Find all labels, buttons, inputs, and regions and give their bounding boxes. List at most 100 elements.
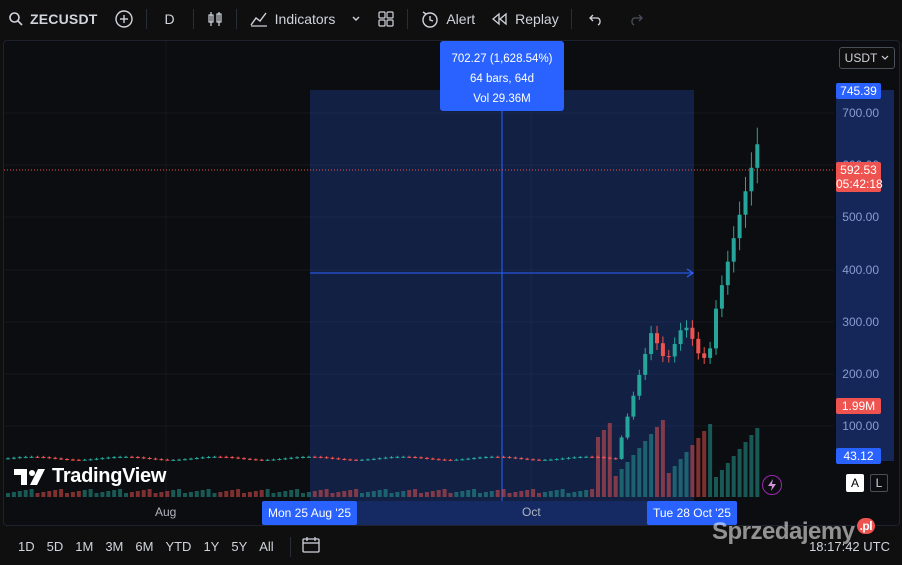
volume-bar	[625, 462, 630, 497]
candle-body	[413, 456, 418, 458]
candle-body	[407, 456, 412, 458]
volume-bar	[495, 490, 500, 497]
price-chart[interactable]	[4, 41, 900, 526]
volume-bar	[65, 493, 69, 497]
volume-bar	[53, 490, 58, 497]
candle-body	[171, 459, 176, 461]
candle-body	[678, 330, 683, 345]
candle-body	[124, 456, 128, 458]
timeframe-6m[interactable]: 6M	[135, 539, 154, 554]
timeframe-5y[interactable]: 5Y	[231, 539, 248, 554]
time-tick: Oct	[522, 505, 541, 519]
high-price-tag: 745.39	[836, 83, 881, 99]
volume-bar	[124, 493, 128, 497]
auto-scale-button[interactable]: A	[846, 474, 864, 492]
volume-bar	[430, 491, 435, 497]
sprzedajemy-watermark: Sprzedajemy .pl	[712, 518, 876, 546]
volume-bar	[448, 493, 453, 497]
tradingview-wordmark: TradingView	[52, 465, 167, 487]
volume-bar	[655, 427, 659, 497]
volume-bar	[578, 491, 583, 497]
candle-body	[218, 456, 223, 458]
volume-bar	[708, 424, 713, 497]
timeframe-5d[interactable]: 5D	[46, 539, 64, 554]
indicators-button[interactable]: Indicators	[241, 0, 344, 37]
timeframe-1d[interactable]: 1D	[18, 539, 35, 554]
compare-button[interactable]	[106, 0, 142, 37]
candle-body	[277, 459, 282, 461]
redo-button[interactable]	[616, 0, 656, 37]
volume-bar	[371, 491, 376, 497]
timeframe-3m[interactable]: 3M	[105, 539, 124, 554]
candle-body	[442, 459, 447, 461]
timeframe-1m[interactable]: 1M	[75, 539, 94, 554]
candle-body	[159, 459, 164, 461]
candle-body	[41, 456, 46, 458]
volume-bar	[230, 490, 235, 497]
candle-body	[684, 327, 689, 331]
volume-bar	[389, 493, 394, 497]
candle-body	[596, 456, 600, 458]
candle-body	[188, 458, 193, 460]
candle-body	[289, 457, 294, 459]
candle-body	[377, 458, 382, 460]
volume-bar	[94, 493, 99, 497]
volume-bar	[666, 473, 671, 497]
candle-body	[194, 457, 199, 459]
volume-bar	[649, 434, 654, 497]
indicators-dropdown[interactable]	[343, 0, 369, 37]
candle-body	[631, 395, 636, 417]
divider	[192, 8, 194, 29]
candle-body	[200, 457, 205, 459]
currency-selector[interactable]: USDT	[839, 47, 895, 69]
volume-bar	[100, 492, 105, 497]
volume-bar	[301, 493, 305, 497]
candle-body	[100, 458, 105, 460]
volume-bar	[489, 491, 494, 497]
volume-bar	[147, 489, 152, 497]
log-scale-button[interactable]: L	[870, 474, 888, 492]
volume-bar	[82, 490, 87, 497]
candle-body	[666, 356, 671, 358]
candle-body	[70, 459, 75, 461]
volume-bar	[271, 493, 276, 497]
time-axis[interactable]: Aug Oct Mon 25 Aug '25 Tue 28 Oct '25	[4, 501, 834, 525]
volume-bar	[153, 493, 158, 497]
volume-bar	[76, 491, 81, 497]
alert-button[interactable]: Alert	[412, 0, 483, 37]
volume-bar	[690, 445, 695, 497]
volume-bar	[6, 493, 10, 497]
candle-body	[448, 459, 453, 461]
timeframe-1y[interactable]: 1Y	[203, 539, 220, 554]
undo-button[interactable]	[576, 0, 616, 37]
timeframe-ytd[interactable]: YTD	[165, 539, 192, 554]
candle-body	[560, 458, 565, 460]
tradingview-logo[interactable]: TradingView	[14, 465, 166, 488]
chart-panel[interactable]: USDT 700.00 600.00 500.00 400.00 300.00 …	[3, 40, 900, 526]
indicators-label: Indicators	[274, 10, 336, 27]
candle-body	[554, 459, 559, 461]
volume-bar	[442, 489, 447, 497]
candle-body	[230, 457, 235, 459]
candle-body	[135, 457, 140, 459]
replay-button[interactable]: Replay	[483, 0, 567, 37]
quick-action-button[interactable]	[762, 475, 782, 495]
chart-type-button[interactable]	[198, 0, 232, 37]
volume-bar	[118, 489, 123, 497]
volume-bar	[678, 459, 683, 497]
volume-bar	[59, 489, 64, 497]
volume-bar	[613, 476, 618, 497]
candle-body	[153, 458, 158, 460]
volume-bar	[407, 490, 412, 497]
date-range-button[interactable]	[301, 536, 321, 557]
layouts-button[interactable]	[369, 0, 403, 37]
timeframe-all[interactable]: All	[259, 539, 274, 554]
interval-button[interactable]: D	[151, 0, 189, 37]
symbol-search[interactable]: ZECUSDT	[0, 0, 106, 37]
candle-body	[23, 456, 28, 458]
candle-body	[82, 459, 87, 461]
utc-clock[interactable]: 18:17:42 UTC	[809, 539, 890, 554]
candle-body	[578, 456, 583, 458]
candle-body	[17, 457, 22, 459]
volume-bar	[41, 492, 46, 497]
